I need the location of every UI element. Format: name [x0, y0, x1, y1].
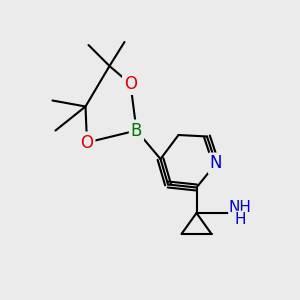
Text: NH: NH	[229, 200, 252, 215]
Text: N: N	[210, 154, 222, 172]
Text: O: O	[124, 75, 137, 93]
Text: H: H	[235, 212, 246, 226]
Text: B: B	[131, 122, 142, 140]
Text: O: O	[80, 134, 94, 152]
